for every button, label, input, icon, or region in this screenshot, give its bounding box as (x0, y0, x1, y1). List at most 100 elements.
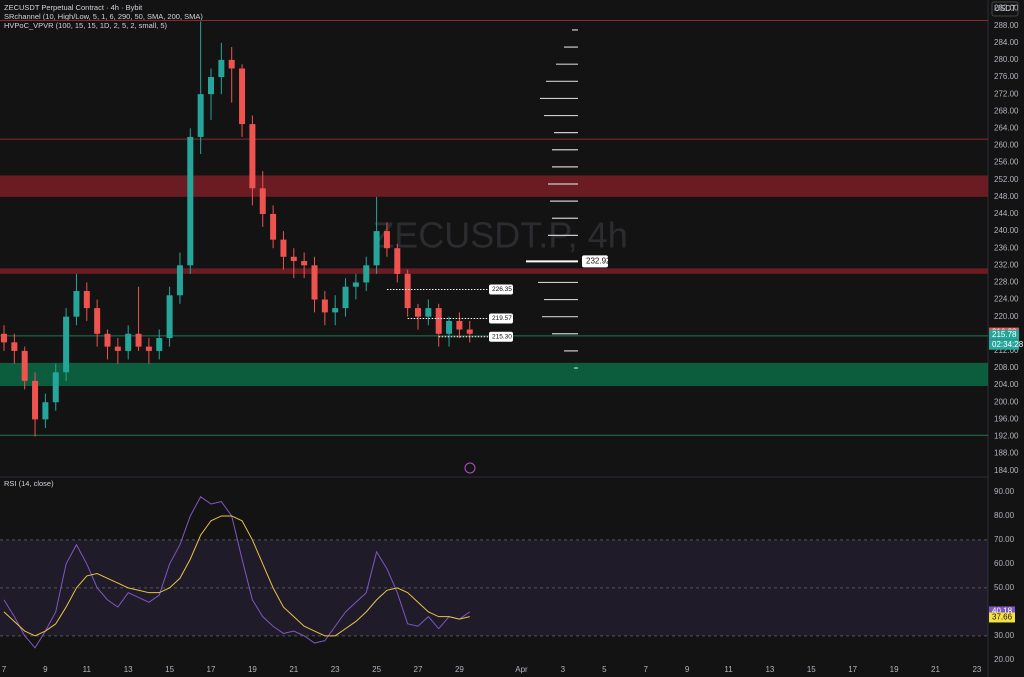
x-tick-label: 23 (331, 665, 340, 674)
x-tick-label: 7 (2, 665, 7, 674)
currency-box[interactable] (991, 1, 1019, 17)
candle-body (394, 248, 401, 274)
x-tick-label: 15 (165, 665, 174, 674)
rsi-tick-label: 50.00 (994, 583, 1015, 592)
y-tick-label: 292.00 (994, 4, 1019, 13)
x-tick-label: 29 (455, 665, 464, 674)
countdown: 02:34:28 (992, 340, 1024, 349)
candle-body (466, 329, 473, 334)
x-tick-label: 9 (43, 665, 48, 674)
annotation-label: 219.57 (492, 315, 512, 322)
candle-body (270, 213, 277, 240)
candle-body (197, 94, 204, 137)
poc-label: 232.92 (586, 256, 611, 265)
rsi-badge-label: 37.66 (992, 613, 1013, 622)
y-tick-label: 284.00 (994, 38, 1019, 47)
rsi-badge (989, 612, 1015, 623)
candle-body (104, 333, 111, 347)
y-tick-label: 196.00 (994, 414, 1019, 423)
y-tick-label: 236.00 (994, 243, 1019, 252)
x-tick-label: 23 (972, 665, 981, 674)
rsi-tick-label: 70.00 (994, 535, 1015, 544)
annotation-label: 215.30 (492, 333, 512, 340)
candle-body (311, 265, 318, 300)
y-tick-label: 240.00 (994, 226, 1019, 235)
event-icon[interactable] (464, 462, 476, 474)
rsi-tick-label: 80.00 (994, 511, 1015, 520)
zone (0, 362, 988, 386)
y-tick-label: 228.00 (994, 278, 1019, 287)
candle-body (1, 333, 7, 343)
candle-body (280, 239, 287, 257)
y-tick-label: 248.00 (994, 192, 1019, 201)
candle-body (228, 59, 235, 69)
x-tick-label: 7 (643, 665, 648, 674)
y-tick-label: 200.00 (994, 397, 1019, 406)
y-tick-label: 288.00 (994, 21, 1019, 30)
y-tick-label: 272.00 (994, 89, 1019, 98)
rsi-tick-label: 30.00 (994, 631, 1015, 640)
candle-body (135, 333, 142, 347)
y-tick-label: 232.00 (994, 260, 1019, 269)
candle-body (249, 124, 256, 189)
rsi-title: RSI (14, close) (4, 479, 54, 488)
indicator: SRchannel (10, High/Low, 5, 1, 6, 290, 5… (4, 12, 203, 21)
candle-body (290, 256, 297, 262)
candle-body (73, 290, 80, 317)
candle-body (446, 320, 453, 334)
y-tick-label: 280.00 (994, 55, 1019, 64)
y-tick-label: 244.00 (994, 209, 1019, 218)
candle-body (208, 77, 214, 95)
y-tick-label: 260.00 (994, 141, 1019, 150)
y-tick-label: 192.00 (994, 432, 1019, 441)
x-tick-label: 5 (602, 665, 607, 674)
price-badge-label: 215.78 (992, 330, 1017, 339)
candle-body (404, 273, 411, 309)
candle-body (166, 295, 173, 339)
x-tick-label: 11 (83, 665, 92, 674)
x-tick-label: 11 (724, 665, 733, 674)
candle-body (259, 188, 266, 214)
y-tick-label: 188.00 (994, 449, 1019, 458)
y-tick-label: 252.00 (994, 175, 1019, 184)
zone (0, 175, 988, 197)
zone (0, 268, 988, 274)
candle-body (383, 231, 390, 249)
x-tick-label: 25 (372, 665, 381, 674)
rsi-tick-label: 90.00 (994, 487, 1015, 496)
candle-body (156, 338, 163, 351)
x-tick-label: 3 (561, 665, 566, 674)
indicator: HVPoC_VPVR (100, 15, 15, 1D, 2, 5, 2, sm… (4, 21, 167, 30)
candle-body (415, 308, 421, 317)
candle-body (218, 59, 225, 78)
candle-body (145, 346, 152, 351)
candle-body (176, 265, 183, 296)
rsi-tick-label: 60.00 (994, 559, 1015, 568)
candle-body (52, 372, 59, 403)
rsi-line (3, 496, 471, 649)
x-tick-label: 17 (207, 665, 216, 674)
candle-body (435, 308, 442, 334)
candle-body (11, 342, 18, 351)
candle-body (63, 316, 70, 373)
y-tick-label: 220.00 (994, 312, 1019, 321)
rsi-tick-label: 20.00 (994, 655, 1015, 664)
candle-body (321, 299, 328, 313)
y-tick-label: 204.00 (994, 380, 1019, 389)
rsi-badge (989, 606, 1015, 617)
x-tick-label: 21 (289, 665, 298, 674)
candle-body (342, 286, 349, 309)
poc-badge (582, 255, 608, 268)
candle-body (42, 402, 49, 420)
x-tick-label: 19 (248, 665, 257, 674)
candle-body (425, 308, 432, 317)
currency[interactable]: USDT (994, 4, 1016, 13)
x-tick-label: 21 (931, 665, 940, 674)
candle-body (114, 346, 121, 351)
annotation-badge (489, 331, 513, 342)
price-badge (989, 329, 1019, 340)
candle-body (32, 380, 39, 420)
y-tick-label: 184.00 (994, 466, 1019, 475)
